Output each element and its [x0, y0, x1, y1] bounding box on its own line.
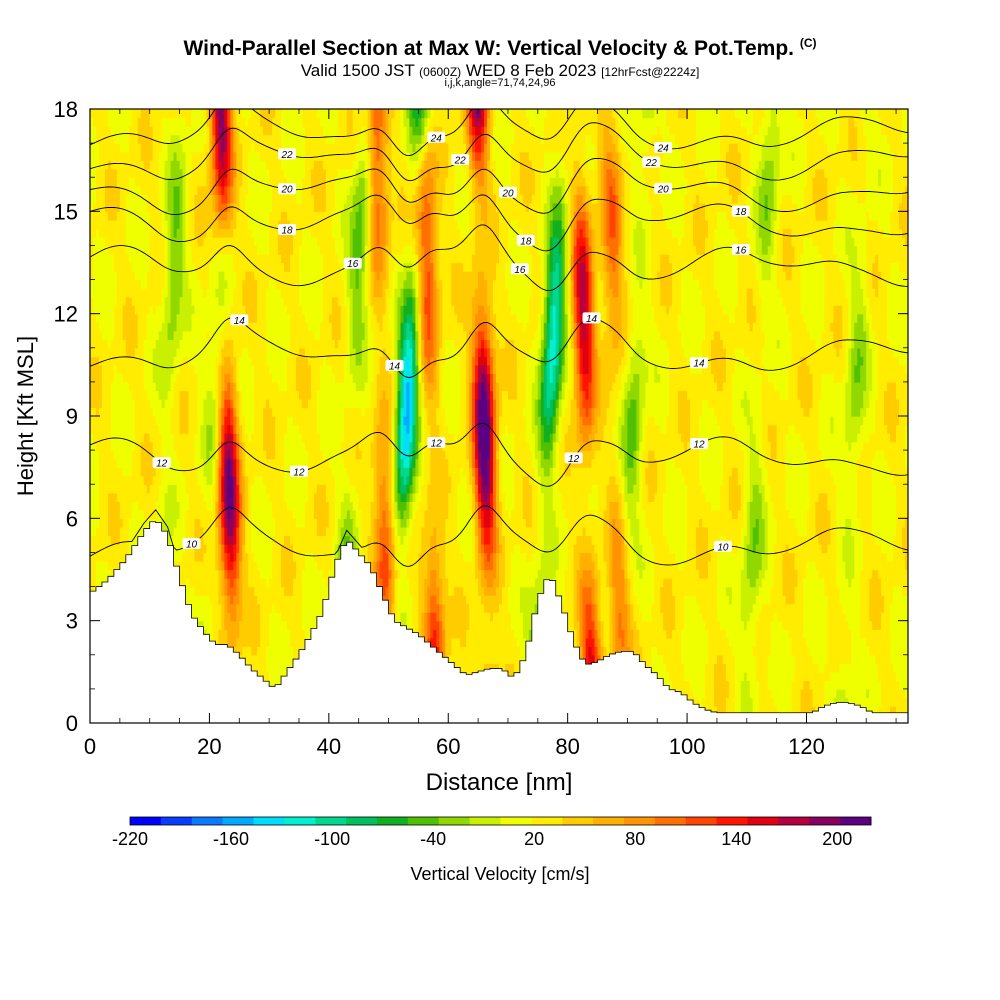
isentrope-label: 16	[731, 243, 750, 256]
colorbar-tick-label: -220	[112, 829, 148, 849]
isentrope-labels: 10 10 12 12 12 12 12 14 14 14 14 16 16 16 18 18 18 20 20 20…	[152, 131, 750, 553]
x-tick-label: 20	[197, 734, 221, 759]
colorbar-swatch	[747, 817, 779, 825]
colorbar-tick-label: -100	[314, 829, 350, 849]
isentrope-label: 14	[230, 314, 249, 327]
x-tick-label: 120	[788, 734, 825, 759]
isentrope-label: 24	[654, 142, 673, 155]
colorbar-swatch	[469, 817, 501, 825]
chart-indices: i,j,k,angle=71,74,24,96	[444, 77, 556, 89]
isentrope-label: 22	[451, 153, 470, 166]
y-tick-label: 12	[54, 302, 78, 327]
colorbar-swatch	[716, 817, 748, 825]
x-tick-label: 40	[317, 734, 341, 759]
colorbar-swatch	[222, 817, 254, 825]
x-tick-label: 100	[669, 734, 706, 759]
x-tick-label: 0	[84, 734, 96, 759]
colorbar-swatch	[160, 817, 193, 825]
isentrope-label: 12	[564, 452, 583, 465]
colorbar-swatch	[624, 817, 656, 825]
isentrope-label: 20	[278, 183, 297, 196]
x-tick-label: 60	[436, 734, 460, 759]
isentrope-label: 14	[690, 357, 709, 370]
isentrope-label: 22	[278, 148, 297, 161]
isentrope-label: 12	[427, 436, 446, 449]
y-tick-label: 0	[66, 711, 78, 736]
isentrope-contours	[90, 109, 908, 567]
colorbar-label: Vertical Velocity [cm/s]	[410, 864, 589, 884]
colorbar-swatch	[438, 817, 471, 825]
colorbar-tick-label: 200	[822, 829, 852, 849]
colorbar-swatch	[531, 817, 563, 825]
x-axis: 0 20 40 60 80 100 120	[84, 109, 897, 759]
colorbar-tick-label: -160	[213, 829, 249, 849]
isentrope-label: 24	[427, 131, 446, 144]
y-tick-label: 15	[54, 199, 78, 224]
isentrope-label: 20	[654, 182, 673, 195]
colorbar-tick-label: 20	[524, 829, 544, 849]
colorbar-swatch	[593, 817, 625, 825]
y-axis-label: Height [Kft MSL]	[13, 336, 38, 496]
colorbar-tick-label: 140	[721, 829, 751, 849]
x-tick-label: 80	[555, 734, 579, 759]
isentrope-label: 14	[582, 312, 601, 325]
isentrope-label: 12	[690, 438, 709, 451]
colorbar-swatch	[284, 817, 316, 825]
colorbar-swatch	[253, 817, 285, 825]
chart-subtitle: Valid 1500 JST (0600Z) WED 8 Feb 2023 [1…	[300, 61, 700, 80]
y-tick-label: 18	[54, 97, 78, 122]
colorbar: -220 -160 -100 -40 20 80 140 200	[112, 816, 872, 849]
isentrope-label: 22	[642, 156, 661, 169]
colorbar-swatch	[778, 817, 810, 825]
y-tick-label: 9	[66, 404, 78, 429]
colorbar-swatch	[809, 817, 841, 825]
colorbar-tick-label: -40	[420, 829, 446, 849]
colorbar-swatch	[407, 817, 440, 825]
colorbar-swatch	[562, 817, 594, 825]
chart-title: Wind-Parallel Section at Max W: Vertical…	[183, 36, 817, 60]
isentrope-label: 16	[343, 257, 362, 270]
colorbar-swatch	[500, 817, 532, 825]
colorbar-swatch	[377, 817, 409, 825]
isentrope-label: 10	[713, 540, 732, 553]
colorbar-swatch	[840, 817, 872, 825]
isentrope-label: 14	[385, 359, 404, 372]
x-axis-label: Distance [nm]	[426, 769, 573, 796]
isentrope-label: 12	[152, 457, 171, 470]
colorbar-tick-label: 80	[625, 829, 645, 849]
isentrope-label: 18	[516, 234, 535, 247]
isentrope-label: 10	[182, 538, 201, 551]
isentrope-label: 16	[510, 263, 529, 276]
colorbar-swatch	[130, 817, 162, 825]
y-tick-label: 3	[66, 609, 78, 634]
colorbar-swatch	[191, 817, 224, 825]
velocity-field	[90, 109, 908, 723]
isentrope-label: 20	[498, 186, 517, 199]
y-tick-label: 6	[66, 506, 78, 531]
colorbar-swatch	[346, 817, 378, 825]
isentrope-label: 12	[289, 465, 308, 478]
colorbar-swatch	[654, 817, 687, 825]
colorbar-swatch	[685, 817, 718, 825]
colorbar-swatch	[315, 817, 347, 825]
terrain	[90, 521, 908, 723]
y-axis: 0 3 6 9 12 15 18	[54, 97, 908, 736]
isentrope-label: 18	[731, 205, 750, 218]
isentrope-label: 18	[278, 223, 297, 236]
